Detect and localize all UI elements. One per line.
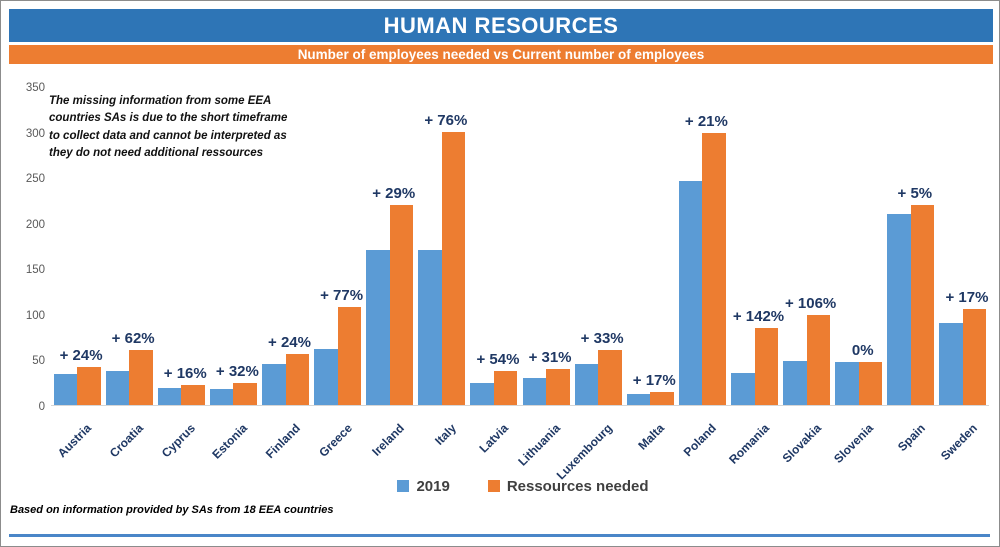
x-label-spain: Spain — [894, 421, 928, 455]
bar-needed-finland — [285, 353, 309, 405]
pct-label-malta: + 17% — [632, 372, 676, 390]
x-label-ireland: Ireland — [368, 421, 407, 459]
x-label-croatia: Croatia — [106, 421, 147, 461]
bar-needed-slovenia — [858, 362, 883, 405]
bar-needed-spain — [910, 204, 935, 405]
pct-label-estonia: + 32% — [215, 363, 259, 381]
y-tick-350: 350 — [25, 82, 45, 94]
bar-2019-romania — [731, 373, 755, 405]
y-tick-250: 250 — [25, 173, 45, 186]
pct-label-slovakia: + 106% — [784, 294, 837, 312]
bar-needed-poland — [702, 133, 726, 405]
bar-needed-austria — [77, 366, 101, 405]
legend-swatch-2019 — [397, 480, 410, 492]
bar-2019-slovakia — [783, 361, 807, 405]
bottom-divider-line — [9, 534, 990, 537]
x-label-greece: Greece — [315, 421, 355, 460]
bar-needed-italy — [441, 131, 466, 405]
bar-2019-austria — [53, 374, 78, 405]
pct-label-latvia: + 54% — [476, 351, 520, 369]
pct-label-austria: + 24% — [59, 346, 103, 364]
chart-title: HUMAN RESOURCES — [383, 13, 619, 38]
y-tick-50: 50 — [32, 355, 45, 368]
y-tick-150: 150 — [25, 264, 45, 277]
x-label-malta: Malta — [635, 421, 668, 453]
pct-label-spain: + 5% — [897, 184, 933, 202]
pct-label-luxembourg: + 33% — [580, 330, 624, 348]
bar-2019-poland — [678, 180, 703, 405]
bar-2019-slovenia — [835, 362, 859, 405]
x-label-estonia: Estonia — [209, 421, 251, 462]
pct-label-poland: + 21% — [684, 113, 728, 131]
bar-2019-lithuania — [522, 377, 547, 405]
legend-item-ressources-needed: Ressources needed — [487, 477, 649, 495]
y-tick-300: 300 — [25, 127, 45, 140]
x-label-austria: Austria — [54, 421, 95, 461]
bar-2019-latvia — [470, 383, 494, 405]
legend-label-2019: 2019 — [416, 477, 450, 495]
bar-2019-ireland — [366, 250, 390, 405]
x-label-slovenia: Slovenia — [830, 421, 876, 466]
x-label-poland: Poland — [681, 421, 720, 460]
x-label-romania: Romania — [725, 421, 772, 467]
bar-needed-luxembourg — [598, 350, 622, 405]
x-label-slovakia: Slovakia — [779, 421, 824, 466]
x-label-latvia: Latvia — [476, 421, 511, 456]
bar-needed-greece — [337, 306, 362, 405]
bar-2019-croatia — [105, 371, 130, 405]
pct-label-ireland: + 29% — [372, 184, 416, 202]
bar-needed-slovakia — [806, 314, 831, 405]
pct-label-cyprus: + 16% — [163, 364, 207, 382]
bar-2019-finland — [262, 364, 286, 405]
pct-label-sweden: + 17% — [945, 289, 989, 307]
bar-needed-romania — [754, 327, 778, 405]
pct-label-croatia: + 62% — [111, 330, 155, 348]
x-label-lithuania: Lithuania — [515, 421, 563, 469]
x-label-italy: Italy — [431, 421, 459, 448]
bar-needed-latvia — [493, 371, 518, 405]
bar-needed-croatia — [129, 350, 153, 405]
pct-label-greece: + 77% — [320, 286, 364, 304]
legend-label-ressources-needed: Ressources needed — [506, 477, 649, 495]
legend-item-2019: 2019 — [397, 477, 450, 495]
chart-title-band: HUMAN RESOURCES — [9, 9, 993, 42]
bar-2019-italy — [418, 250, 442, 405]
plot-area: + 24% + 62% + 16% + 32% + 24% + 77% + 29% + 76%… — [51, 87, 989, 406]
bar-needed-ireland — [389, 204, 414, 405]
pct-label-romania: + 142% — [732, 307, 785, 325]
legend: 2019 Ressources needed — [23, 475, 999, 497]
bar-2019-cyprus — [157, 387, 182, 405]
pct-label-lithuania: + 31% — [528, 349, 572, 367]
legend-swatch-ressources-needed — [487, 480, 500, 492]
x-label-finland: Finland — [262, 421, 303, 462]
bar-2019-greece — [314, 349, 338, 405]
x-label-luxembourg: Luxembourg — [553, 421, 616, 483]
y-axis: 0 50 100 150 200 250 300 350 — [1, 82, 45, 413]
missing-data-annotation: The missing information from some EEA co… — [49, 95, 288, 159]
pct-label-italy: + 76% — [424, 111, 468, 129]
bar-needed-malta — [650, 392, 674, 405]
bar-2019-luxembourg — [574, 364, 599, 405]
x-label-sweden: Sweden — [937, 421, 980, 464]
bar-needed-estonia — [233, 383, 257, 405]
bar-needed-sweden — [962, 309, 987, 405]
bar-needed-cyprus — [181, 384, 205, 405]
bar-needed-lithuania — [546, 369, 570, 405]
chart-subtitle: Number of employees needed vs Current nu… — [297, 47, 705, 62]
x-label-cyprus: Cyprus — [159, 421, 199, 461]
pct-label-slovenia: 0% — [851, 342, 874, 360]
y-tick-0: 0 — [38, 401, 45, 413]
x-axis: Austria Croatia Cyprus Estonia Finland Greece… — [51, 407, 989, 482]
bar-2019-sweden — [939, 322, 963, 405]
source-footnote: Based on information provided by SAs fro… — [10, 504, 334, 516]
y-tick-200: 200 — [25, 218, 45, 231]
bar-2019-estonia — [209, 388, 234, 405]
pct-label-finland: + 24% — [268, 333, 311, 351]
y-tick-100: 100 — [25, 309, 45, 322]
bar-2019-spain — [887, 213, 911, 405]
chart-subtitle-band: Number of employees needed vs Current nu… — [9, 45, 993, 64]
bar-2019-malta — [626, 394, 651, 405]
